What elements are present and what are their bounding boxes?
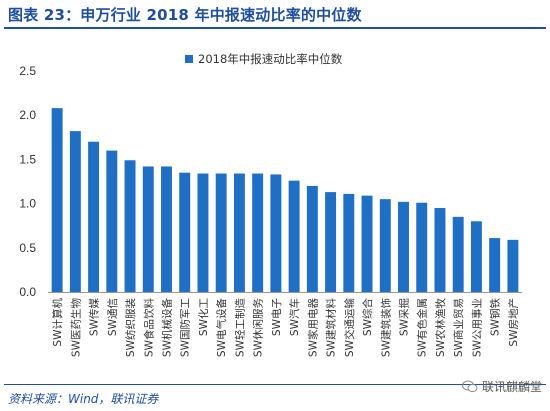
x-category-label: SW钢铁 — [489, 298, 502, 337]
source-note: 资料来源：Wind，联讯证券 — [8, 392, 159, 406]
bar — [215, 173, 227, 292]
bar — [416, 202, 428, 292]
watermark-text: 联讯麒麟堂 — [481, 380, 542, 394]
x-category-label: SW纺织服装 — [124, 298, 137, 358]
bar — [233, 173, 245, 292]
x-category-label: SW电子 — [270, 298, 283, 336]
bar — [343, 193, 355, 292]
x-category-label: SW交通运输 — [343, 298, 356, 358]
x-category-label: SW机械设备 — [161, 298, 174, 358]
bar — [288, 180, 300, 292]
bar — [51, 108, 63, 292]
x-category-label: SW商业贸易 — [452, 298, 465, 357]
x-category-label: SW化工 — [197, 298, 210, 336]
x-axis-labels: SW计算机 SW医药生物 SW传媒 SW通信 SW纺织服装 SW食品饮料 SW机械设备 SW国… — [51, 298, 520, 358]
x-category-label: SW公用事业 — [470, 298, 483, 357]
x-category-label: SW农林渔牧 — [434, 298, 447, 358]
bar — [325, 192, 337, 292]
x-category-label: SW轻工制造 — [233, 298, 246, 358]
bar — [489, 238, 501, 292]
y-tick-label: 0.5 — [19, 241, 36, 255]
bar-chart: 2018年中报速动比率中位数 0.00.51.01.52.02.5 SW计算机 S… — [19, 52, 522, 358]
y-tick-label: 0.0 — [19, 285, 36, 299]
x-category-label: SW有色金属 — [416, 298, 429, 357]
watermark: 联讯麒麟堂 — [461, 378, 542, 395]
bar — [106, 150, 118, 292]
bar — [88, 141, 100, 292]
y-tick-label: 1.5 — [19, 152, 36, 166]
x-category-label: SW通信 — [107, 298, 119, 336]
bar — [379, 199, 391, 292]
bar — [161, 166, 172, 292]
x-category-label: SW建筑装饰 — [379, 298, 392, 357]
x-category-label: SW建筑材料 — [325, 298, 338, 358]
bar — [398, 201, 409, 292]
bar — [124, 160, 136, 292]
legend: 2018年中报速动比率中位数 — [185, 52, 343, 66]
bar — [470, 221, 482, 292]
bar — [270, 174, 282, 292]
y-tick-label: 1.0 — [19, 197, 36, 211]
x-category-label: SW传媒 — [88, 298, 101, 337]
y-axis: 0.0 0.5 1.0 1.5 2.0 2.5 — [19, 64, 36, 299]
bar — [69, 131, 81, 292]
bar — [361, 195, 373, 292]
bar — [252, 173, 264, 292]
y-tick-label: 2.0 — [19, 108, 36, 122]
bar — [507, 239, 519, 292]
bar — [434, 208, 446, 292]
x-category-label: SW汽车 — [288, 298, 301, 336]
x-category-label: SW医药生物 — [69, 298, 82, 357]
x-category-label: SW国防军工 — [179, 298, 192, 357]
bars — [51, 108, 519, 292]
title-rule — [4, 27, 546, 29]
wechat-icon — [461, 380, 478, 393]
bar — [452, 216, 464, 292]
x-category-label: SW家用电器 — [306, 298, 319, 358]
legend-swatch — [185, 55, 193, 63]
bar — [197, 173, 209, 292]
y-tick-label: 2.5 — [19, 64, 36, 78]
x-category-label: SW房地产 — [507, 298, 520, 347]
x-category-label: SW采掘 — [398, 298, 411, 336]
x-category-label: SW食品饮料 — [142, 298, 155, 358]
bar — [179, 172, 191, 292]
x-category-label: SW综合 — [361, 298, 374, 337]
bar — [306, 185, 318, 292]
legend-label: 2018年中报速动比率中位数 — [198, 52, 343, 66]
x-category-label: SW电气设备 — [215, 298, 228, 358]
bottom-rule — [4, 384, 546, 385]
x-category-label: SW计算机 — [51, 298, 64, 347]
x-category-label: SW休闲服务 — [252, 298, 265, 358]
bar — [142, 166, 154, 292]
figure-title: 图表 23：申万行业 2018 年中报速动比率的中位数 — [8, 6, 362, 24]
